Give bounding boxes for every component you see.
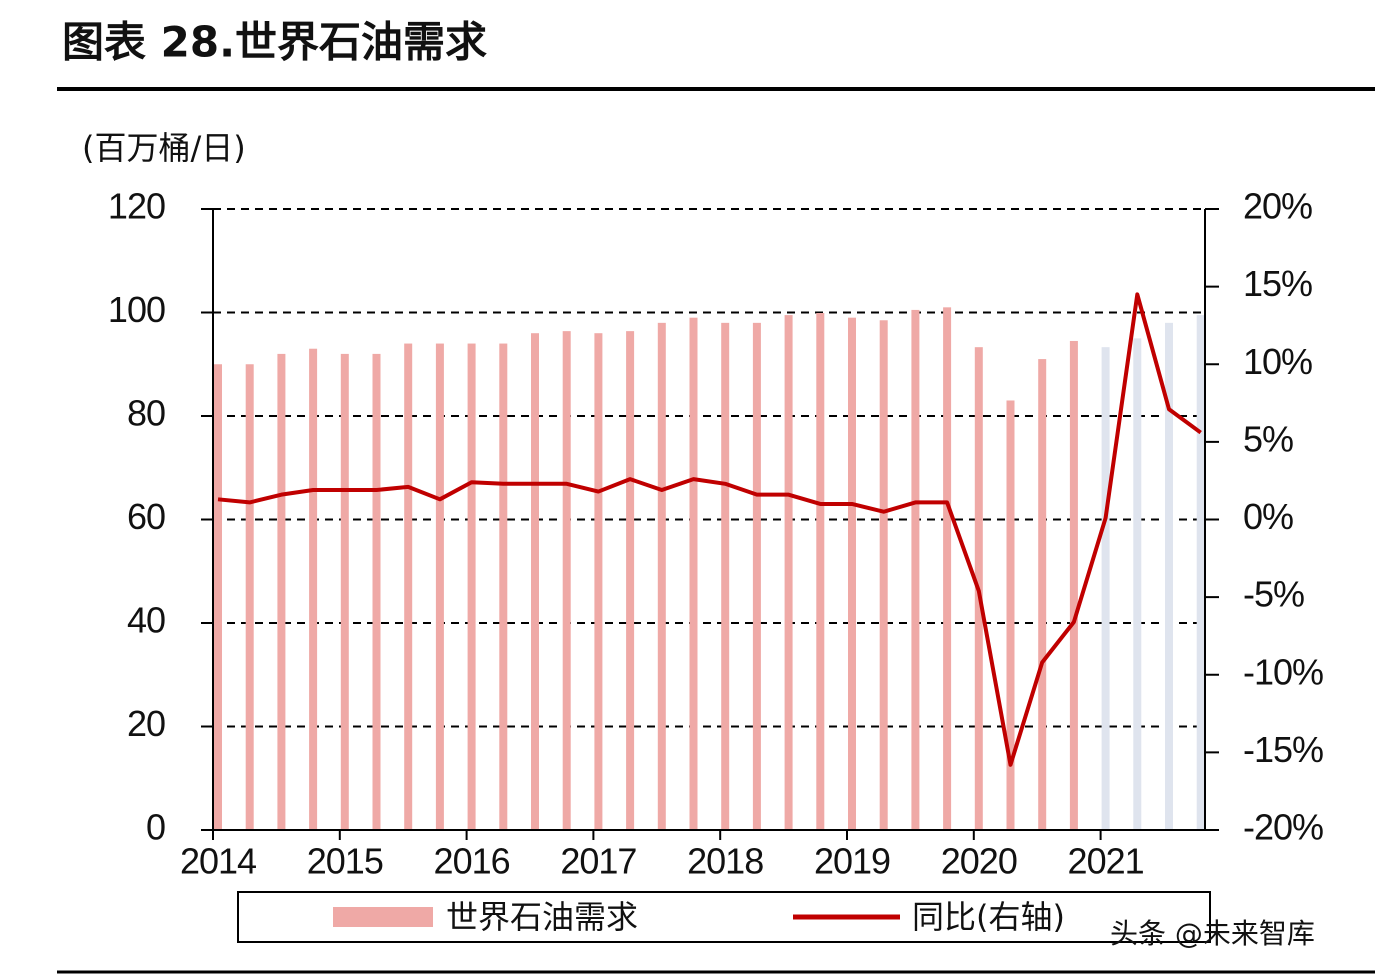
y2-tick-label: -5% (1243, 574, 1304, 615)
bar (1196, 315, 1205, 830)
y-tick-label: 40 (127, 600, 165, 641)
bar (499, 343, 508, 830)
bar (816, 313, 825, 831)
bar (1038, 359, 1047, 830)
x-tick-label: 2015 (307, 841, 383, 882)
bar (467, 343, 476, 830)
bar (245, 364, 254, 830)
y-axis-title: (百万桶/日) (82, 129, 246, 167)
x-tick-label: 2020 (941, 841, 1017, 882)
y2-tick-label: 0% (1243, 496, 1293, 537)
chart-title: 图表 28.世界石油需求 (62, 18, 487, 67)
bar (372, 353, 381, 830)
bar (848, 317, 856, 830)
y-tick-label: 80 (127, 393, 165, 434)
y2-tick-label: 20% (1243, 186, 1312, 227)
bar (721, 322, 730, 830)
bar (277, 353, 286, 830)
bar (911, 309, 920, 831)
legend-label: 同比(右轴) (912, 898, 1065, 936)
bar (1101, 347, 1110, 830)
x-tick-label: 2018 (687, 841, 763, 882)
y-tick-label: 120 (108, 186, 165, 227)
bar (657, 322, 666, 830)
bar (689, 317, 698, 830)
bar (435, 343, 444, 830)
bar (879, 320, 888, 830)
bar (562, 331, 571, 830)
bar (752, 322, 761, 830)
bar (404, 343, 413, 830)
bar (531, 333, 539, 830)
legend-swatch (333, 907, 433, 927)
y2-tick-label: -10% (1243, 651, 1323, 692)
bar (594, 333, 603, 830)
bar (626, 331, 635, 830)
x-tick-label: 2016 (434, 841, 510, 882)
x-tick-label: 2014 (180, 841, 256, 882)
x-tick-label: 2019 (814, 841, 890, 882)
x-tick-label: 2021 (1068, 841, 1144, 882)
y-tick-label: 0 (146, 807, 165, 848)
y-tick-label: 60 (127, 496, 165, 537)
bar (1133, 338, 1142, 830)
bar (943, 307, 952, 830)
bar (784, 315, 793, 830)
bar (309, 348, 318, 830)
x-tick-label: 2017 (560, 841, 636, 882)
y2-tick-label: -20% (1243, 807, 1323, 848)
legend-box (237, 891, 1211, 943)
watermark: 头条 @未来智库 (1110, 917, 1315, 950)
line (217, 292, 1202, 767)
y-tick-label: 100 (108, 289, 165, 330)
legend-label: 世界石油需求 (446, 898, 638, 936)
y2-tick-label: -15% (1243, 729, 1323, 770)
bar (214, 364, 222, 830)
bar (340, 353, 349, 830)
y-tick-label: 20 (127, 703, 165, 744)
bar (1069, 340, 1078, 830)
y2-tick-label: 10% (1243, 341, 1312, 382)
bar (1165, 322, 1173, 830)
bar (1006, 400, 1015, 830)
y2-tick-label: 5% (1243, 418, 1293, 459)
y2-tick-label: 15% (1243, 263, 1312, 304)
